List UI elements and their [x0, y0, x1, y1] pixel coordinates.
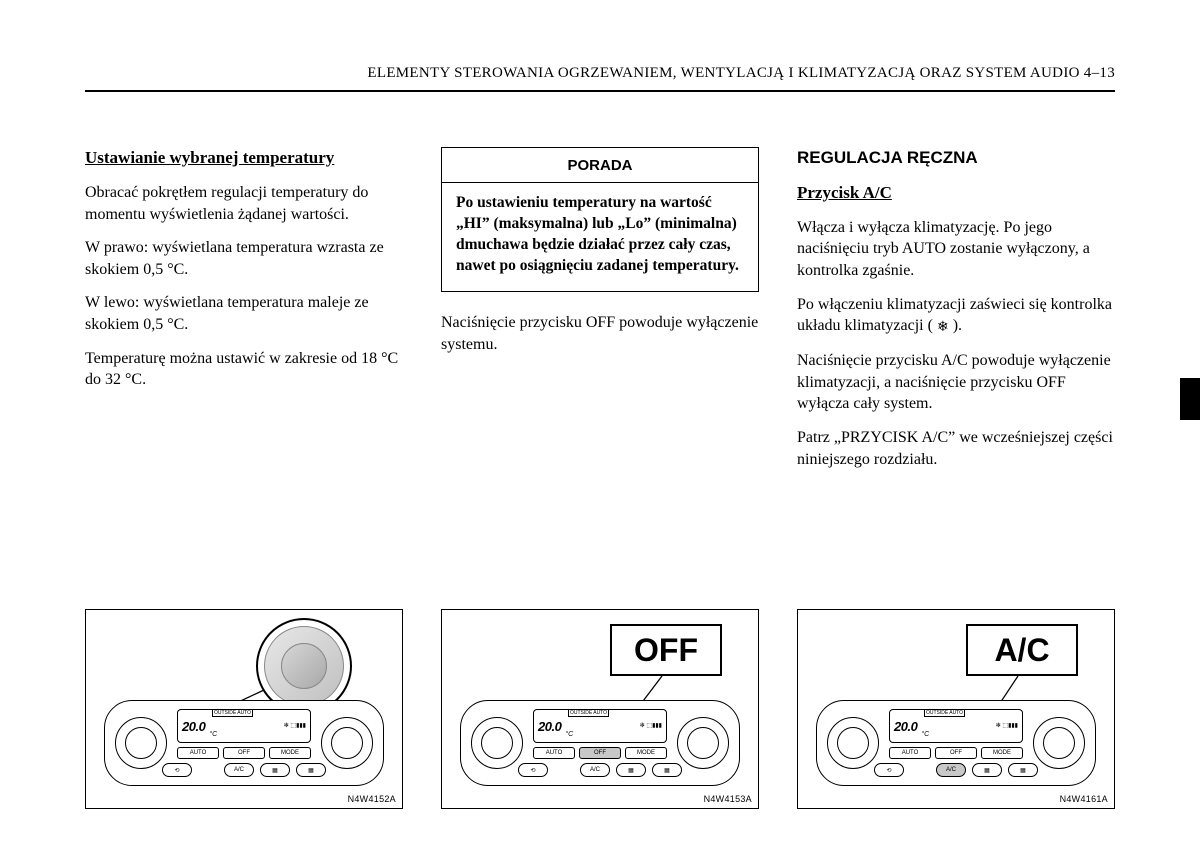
lcd-tag-outside: OUTSIDE	[926, 710, 948, 716]
button-row: AUTO OFF MODE	[889, 747, 1023, 759]
defrost-rear-button: ▦	[296, 763, 326, 777]
auto-button: AUTO	[533, 747, 575, 759]
ac-button-highlighted: A/C	[936, 763, 966, 777]
col1-heading: Ustawianie wybranej temperatury	[85, 147, 403, 170]
col3-p4: Patrz „PRZYCISK A/C” we wcześniejszej cz…	[797, 427, 1115, 470]
page-header: ELEMENTY STEROWANIA OGRZEWANIEM, WENTYLA…	[85, 65, 1115, 92]
auto-button: AUTO	[889, 747, 931, 759]
col1-p2: W prawo: wyświetlana temperatura wzrasta…	[85, 237, 403, 280]
snowflake-icon: ❄	[937, 320, 949, 335]
mode-button: MODE	[625, 747, 667, 759]
oval-row: ⟲ A/C ▦ ▦	[155, 763, 333, 777]
column-1: Ustawianie wybranej temperatury Obracać …	[85, 147, 403, 482]
text-columns: Ustawianie wybranej temperatury Obracać …	[85, 147, 1115, 482]
defrost-rear-button: ▦	[1008, 763, 1038, 777]
recirc-button: ⟲	[162, 763, 192, 777]
mode-button: MODE	[981, 747, 1023, 759]
hvac-panel-2: OUTSIDEAUTO 20.0 °C ✻ ⬚▮▮▮ AUTO OFF MODE…	[460, 700, 740, 786]
defrost-front-button: ▦	[616, 763, 646, 777]
lcd-temp: 20.0	[182, 719, 205, 734]
fan-knob	[1033, 717, 1085, 769]
tip-box: PORADA Po ustawieniu temperatury na wart…	[441, 147, 759, 292]
col1-p3: W lewo: wyświetlana temperatura maleje z…	[85, 292, 403, 335]
defrost-rear-button: ▦	[652, 763, 682, 777]
temp-knob	[115, 717, 167, 769]
col3-p1: Włącza i wyłącza klimatyzację. Po jego n…	[797, 217, 1115, 282]
side-tab	[1180, 378, 1200, 420]
column-3: REGULACJA RĘCZNA Przycisk A/C Włącza i w…	[797, 147, 1115, 482]
fan-knob	[321, 717, 373, 769]
col2-p1: Naciśnięcie przycisku OFF powoduje wyłąc…	[441, 312, 759, 355]
ac-button: A/C	[580, 763, 610, 777]
fan-knob	[677, 717, 729, 769]
button-row: AUTO OFF MODE	[177, 747, 311, 759]
off-button: OFF	[223, 747, 265, 759]
figure-2-id: N4W4153A	[704, 794, 752, 804]
lcd-temp: 20.0	[894, 719, 917, 734]
lcd-tag-auto: AUTO	[949, 710, 963, 716]
col3-section: REGULACJA RĘCZNA	[797, 147, 1115, 170]
col3-p2: Po włączeniu klimatyzacji zaświeci się k…	[797, 294, 1115, 338]
hvac-panel-3: OUTSIDEAUTO 20.0 °C ✻ ⬚▮▮▮ AUTO OFF MODE…	[816, 700, 1096, 786]
figure-3: A/C OUTSIDEAUTO 20.0 °C ✻ ⬚▮▮▮ AUTO OFF …	[797, 609, 1115, 809]
temp-knob	[471, 717, 523, 769]
lcd-tag-outside: OUTSIDE	[214, 710, 236, 716]
lcd-icons: ✻ ⬚▮▮▮	[221, 723, 306, 729]
lcd-icons: ✻ ⬚▮▮▮	[933, 723, 1018, 729]
off-button-highlighted: OFF	[579, 747, 621, 759]
recirc-button: ⟲	[518, 763, 548, 777]
figure-1: OUTSIDEAUTO 20.0 °C ✻ ⬚▮▮▮ AUTO OFF MODE…	[85, 609, 403, 809]
lcd-temp: 20.0	[538, 719, 561, 734]
defrost-front-button: ▦	[260, 763, 290, 777]
button-row: AUTO OFF MODE	[533, 747, 667, 759]
auto-button: AUTO	[177, 747, 219, 759]
lcd-unit: °C	[209, 731, 217, 738]
lcd-tag-auto: AUTO	[237, 710, 251, 716]
ac-callout: A/C	[966, 624, 1078, 676]
column-2: PORADA Po ustawieniu temperatury na wart…	[441, 147, 759, 482]
temp-knob	[827, 717, 879, 769]
ac-button: A/C	[224, 763, 254, 777]
tip-body: Po ustawieniu temperatury na wartość „HI…	[442, 183, 758, 291]
lcd-icons: ✻ ⬚▮▮▮	[577, 723, 662, 729]
lcd-unit: °C	[565, 731, 573, 738]
defrost-front-button: ▦	[972, 763, 1002, 777]
oval-row: ⟲ A/C ▦ ▦	[867, 763, 1045, 777]
lcd-tag-outside: OUTSIDE	[570, 710, 592, 716]
hvac-panel-1: OUTSIDEAUTO 20.0 °C ✻ ⬚▮▮▮ AUTO OFF MODE…	[104, 700, 384, 786]
figure-3-id: N4W4161A	[1060, 794, 1108, 804]
lcd-display: OUTSIDEAUTO 20.0 °C ✻ ⬚▮▮▮	[889, 709, 1023, 743]
lcd-tag-auto: AUTO	[593, 710, 607, 716]
off-callout: OFF	[610, 624, 722, 676]
oval-row: ⟲ A/C ▦ ▦	[511, 763, 689, 777]
lcd-display: OUTSIDEAUTO 20.0 °C ✻ ⬚▮▮▮	[533, 709, 667, 743]
mode-button: MODE	[269, 747, 311, 759]
figure-row: OUTSIDEAUTO 20.0 °C ✻ ⬚▮▮▮ AUTO OFF MODE…	[85, 609, 1115, 809]
off-button: OFF	[935, 747, 977, 759]
col3-p3: Naciśnięcie przycisku A/C powoduje wyłąc…	[797, 350, 1115, 415]
figure-2: OFF OUTSIDEAUTO 20.0 °C ✻ ⬚▮▮▮ AUTO OFF …	[441, 609, 759, 809]
col1-p1: Obracać pokrętłem regulacji temperatury …	[85, 182, 403, 225]
lcd-display: OUTSIDEAUTO 20.0 °C ✻ ⬚▮▮▮	[177, 709, 311, 743]
lcd-unit: °C	[921, 731, 929, 738]
col3-heading: Przycisk A/C	[797, 182, 1115, 205]
recirc-button: ⟲	[874, 763, 904, 777]
col3-p2b: ).	[949, 317, 962, 334]
col1-p4: Temperaturę można ustawić w zakresie od …	[85, 348, 403, 391]
figure-1-id: N4W4152A	[348, 794, 396, 804]
tip-title: PORADA	[442, 150, 758, 183]
